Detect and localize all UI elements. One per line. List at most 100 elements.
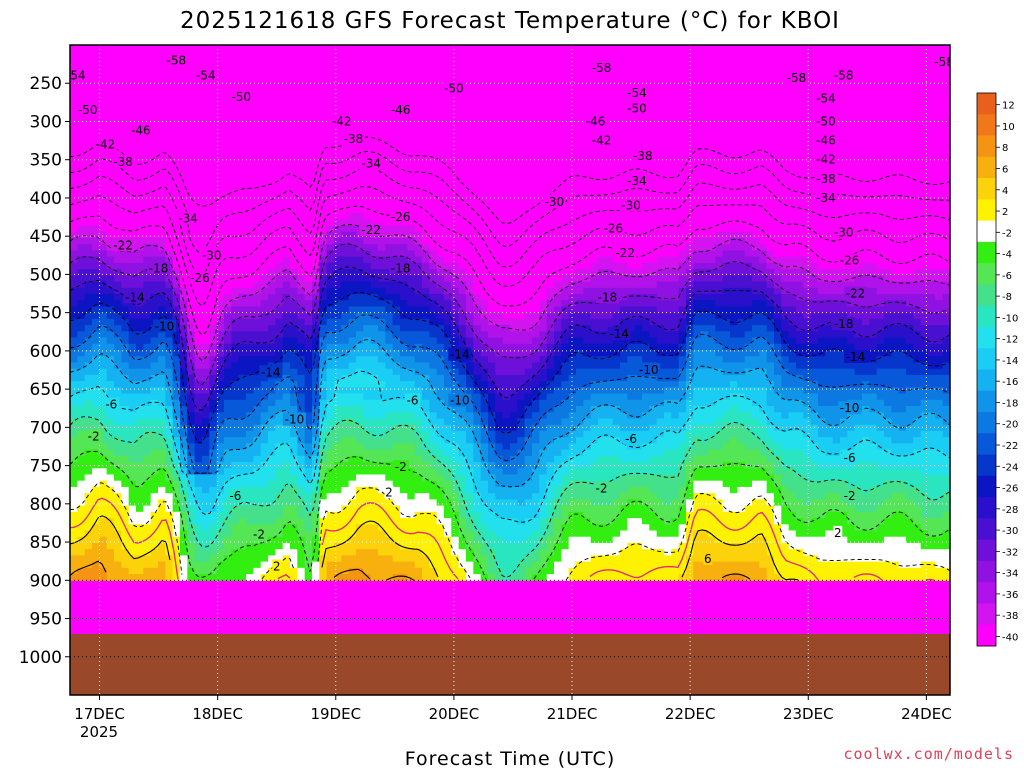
heatmap-cell <box>480 88 489 96</box>
heatmap-cell <box>231 312 240 320</box>
heatmap-cell <box>444 424 452 432</box>
heatmap-cell <box>143 213 152 220</box>
heatmap-cell <box>209 549 218 556</box>
heatmap-cell <box>143 119 152 127</box>
heatmap-cell <box>180 63 188 71</box>
heatmap-cell <box>216 306 225 314</box>
heatmap-cell <box>114 101 122 108</box>
heatmap-cell <box>429 574 438 581</box>
heatmap-cell <box>297 349 306 357</box>
heatmap-cell <box>99 567 108 575</box>
heatmap-cell <box>422 219 430 227</box>
heatmap-cell <box>231 194 240 202</box>
heatmap-cell <box>488 387 496 395</box>
heatmap-cell <box>194 486 203 494</box>
heatmap-cell <box>172 337 181 345</box>
heatmap-cell <box>304 331 313 339</box>
heatmap-cell <box>370 443 379 451</box>
heatmap-cell <box>341 293 350 301</box>
heatmap-cell <box>121 368 130 376</box>
heatmap-cell <box>128 349 137 357</box>
heatmap-cell <box>253 387 262 395</box>
heatmap-cell <box>378 393 386 401</box>
heatmap-cell <box>290 349 298 357</box>
heatmap-cell <box>99 555 108 563</box>
heatmap-cell <box>378 486 386 494</box>
heatmap-cell <box>260 287 269 295</box>
heatmap-cell <box>326 474 335 482</box>
heatmap-cell <box>121 82 130 90</box>
heatmap-cell <box>172 524 181 532</box>
heatmap-cell <box>341 76 350 83</box>
heatmap-cell <box>77 430 86 438</box>
heatmap-cell <box>84 219 93 227</box>
heatmap-cell <box>385 250 394 258</box>
heatmap-cell <box>165 125 174 133</box>
heatmap-cell <box>77 188 86 195</box>
heatmap-cell <box>334 399 342 407</box>
heatmap-cell <box>216 125 225 133</box>
heatmap-cell <box>480 325 489 332</box>
heatmap-cell <box>202 107 210 115</box>
heatmap-cell <box>150 169 159 177</box>
heatmap-cell <box>194 45 203 52</box>
heatmap-cell <box>326 424 335 432</box>
heatmap-cell <box>304 356 313 364</box>
heatmap-cell <box>341 88 350 96</box>
heatmap-cell <box>260 144 269 152</box>
heatmap-cell <box>150 237 159 245</box>
heatmap-cell <box>297 574 306 581</box>
heatmap-cell <box>150 144 159 152</box>
heatmap-cell <box>238 119 247 127</box>
heatmap-cell <box>304 412 313 420</box>
heatmap-cell <box>260 555 269 563</box>
heatmap-cell <box>341 63 350 71</box>
heatmap-cell <box>370 188 379 195</box>
heatmap-cell <box>84 542 93 550</box>
heatmap-cell <box>275 157 284 164</box>
heatmap-cell <box>422 418 430 426</box>
heatmap-cell <box>84 275 93 283</box>
heatmap-cell <box>290 144 298 152</box>
heatmap-cell <box>136 219 144 227</box>
heatmap-cell <box>407 437 416 444</box>
heatmap-cell <box>231 200 240 208</box>
heatmap-cell <box>224 462 232 469</box>
heatmap-cell <box>180 300 188 308</box>
heatmap-cell <box>150 293 159 301</box>
heatmap-cell <box>268 256 276 264</box>
heatmap-cell <box>480 181 489 189</box>
heatmap-cell <box>304 430 313 438</box>
heatmap-cell <box>260 194 269 202</box>
heatmap-cell <box>275 76 284 83</box>
heatmap-cell <box>77 349 86 357</box>
heatmap-cell <box>268 549 276 556</box>
heatmap-cell <box>92 418 100 426</box>
heatmap-cell <box>341 213 350 220</box>
heatmap-cell <box>70 181 78 189</box>
heatmap-cell <box>260 181 269 189</box>
heatmap-cell <box>466 82 474 90</box>
heatmap-cell <box>260 418 269 426</box>
heatmap-cell <box>136 325 144 332</box>
heatmap-cell <box>451 343 460 351</box>
heatmap-cell <box>268 63 276 71</box>
heatmap-cell <box>414 349 423 357</box>
heatmap-cell <box>466 88 474 96</box>
heatmap-cell <box>466 213 474 220</box>
heatmap-cell <box>480 293 489 301</box>
heatmap-cell <box>326 132 335 139</box>
heatmap-cell <box>341 269 350 276</box>
heatmap-cell <box>334 374 342 382</box>
heatmap-cell <box>466 231 474 239</box>
heatmap-cell <box>275 306 284 314</box>
heatmap-cell <box>488 132 496 139</box>
heatmap-cell <box>224 219 232 227</box>
heatmap-cell <box>231 418 240 426</box>
heatmap-cell <box>180 206 188 214</box>
heatmap-cell <box>436 480 445 488</box>
heatmap-cell <box>136 486 144 494</box>
heatmap-cell <box>414 45 423 52</box>
heatmap-cell <box>356 393 364 401</box>
heatmap-cell <box>121 349 130 357</box>
